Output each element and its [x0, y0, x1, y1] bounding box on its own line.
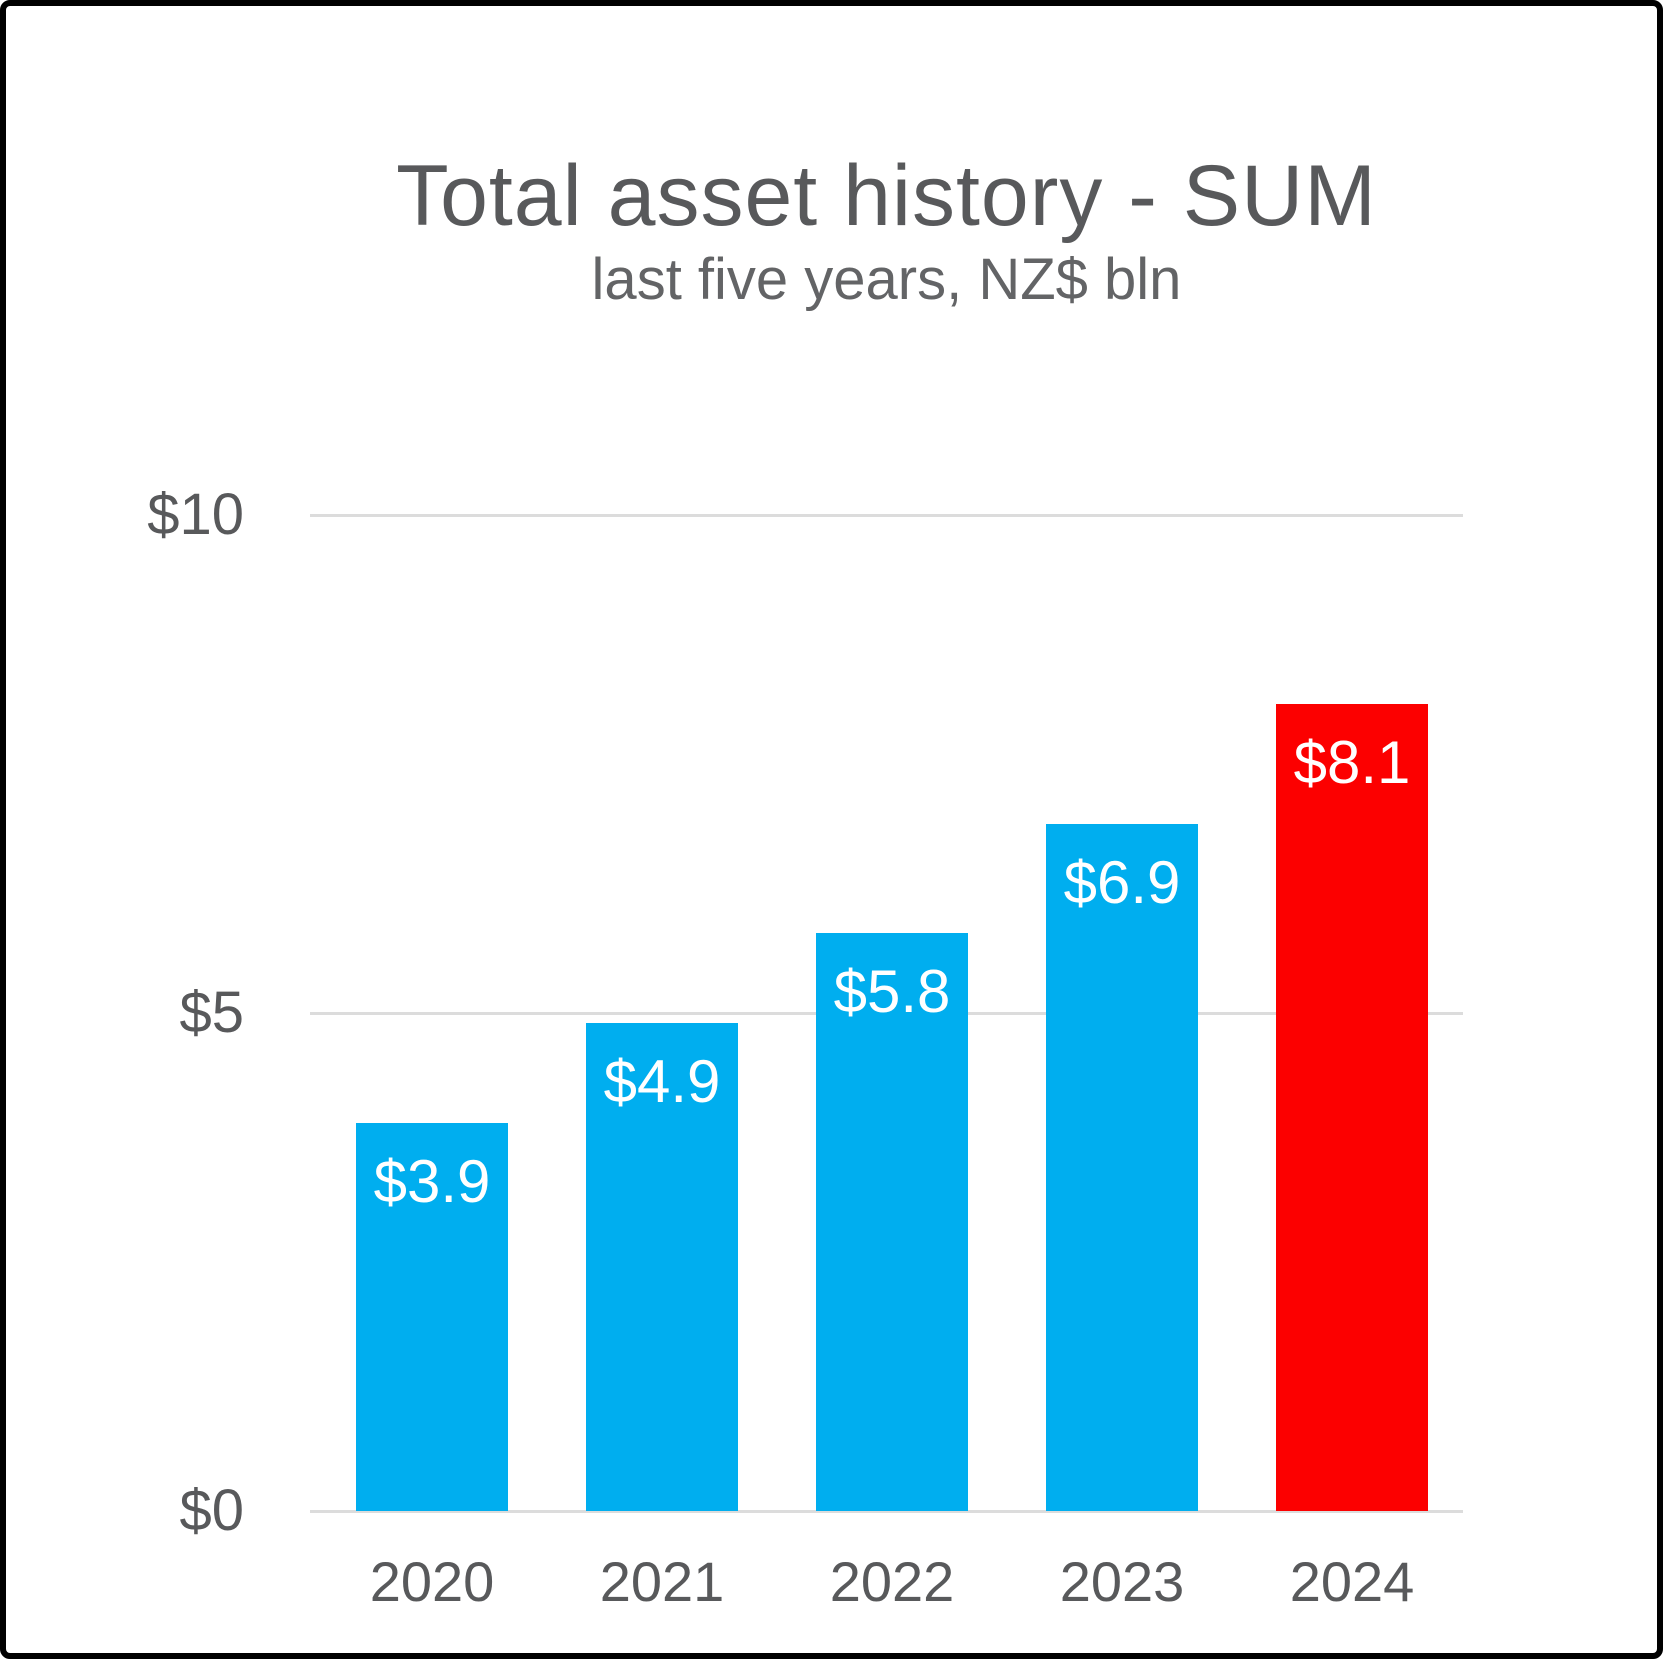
chart-title: Total asset history - SUM [396, 148, 1377, 244]
y-axis-tick-label: $0 [179, 1478, 244, 1543]
bar-value-label: $6.9 [1063, 848, 1181, 916]
y-axis-tick-label: $10 [147, 482, 244, 547]
y-axis-tick-label: $5 [179, 980, 244, 1045]
bar-2021: $4.9 [586, 1022, 738, 1511]
gridline-0 [310, 1509, 1463, 1513]
x-axis-label-2023: 2023 [1059, 1550, 1185, 1613]
chart-subtitle: last five years, NZ$ bln [591, 247, 1182, 312]
x-axis-label-2022: 2022 [829, 1550, 955, 1613]
bar-2024: $8.1 [1276, 704, 1428, 1511]
bar-2023: $6.9 [1046, 823, 1198, 1511]
bar-2020: $3.9 [356, 1122, 508, 1511]
x-axis-label-2020: 2020 [369, 1550, 495, 1613]
bar-value-label: $4.9 [603, 1047, 721, 1115]
plot-area: Total asset history - SUM last five year… [6, 6, 1657, 1653]
gridline-10 [310, 513, 1463, 517]
bar-value-label: $5.8 [833, 958, 951, 1026]
bar-value-label: $8.1 [1293, 729, 1411, 797]
x-axis-label-2024: 2024 [1289, 1550, 1415, 1613]
bar-value-label: $3.9 [373, 1147, 491, 1215]
x-axis-label-2021: 2021 [599, 1550, 725, 1613]
bar-2022: $5.8 [816, 933, 968, 1511]
